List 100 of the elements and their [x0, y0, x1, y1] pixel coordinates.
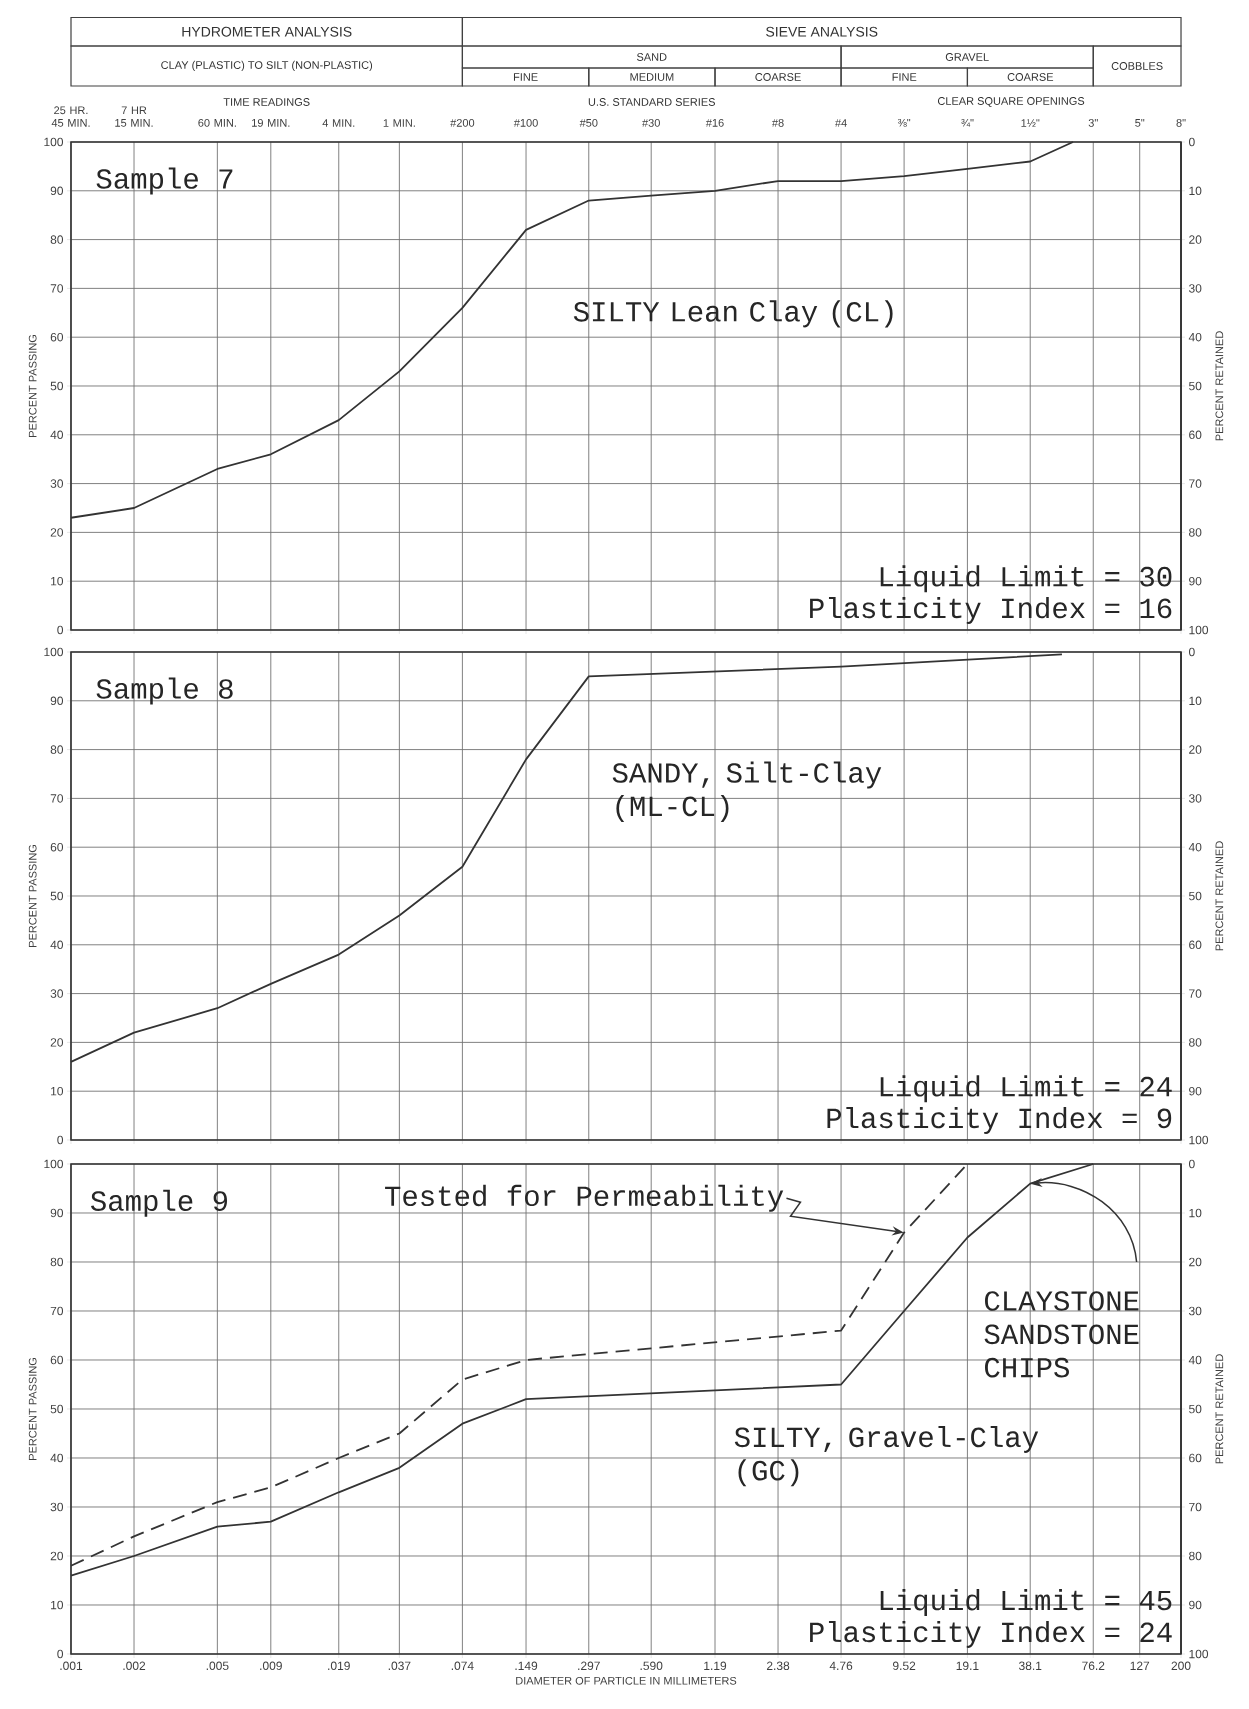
text: 3" [1088, 119, 1098, 127]
x-tick-label: 76.2 [1082, 1661, 1105, 1671]
y-tick-label: 90 [50, 1208, 64, 1218]
y-tick-label: 20 [50, 1038, 64, 1047]
y2-tick-label: 30 [1188, 1306, 1202, 1316]
y2-tick-label: 0 [1188, 1159, 1195, 1169]
y-axis-title: PERCENT PASSING [28, 334, 37, 437]
y-tick-label: 40 [50, 1453, 64, 1463]
text: CLEAR SQUARE OPENINGS [937, 97, 1085, 107]
text: #100 [513, 119, 538, 127]
text: ¾" [961, 118, 974, 127]
text: 25 HR. 45 MIN. [51, 106, 90, 127]
y2-tick-label: 50 [1189, 1404, 1202, 1414]
y2-tick-label: 40 [1188, 332, 1202, 342]
annotation: Tested for Permeability [385, 1184, 784, 1212]
x-tick-label: .297 [578, 1661, 600, 1671]
y-axis-title: PERCENT PASSING [28, 844, 37, 947]
text: #4 [835, 119, 847, 127]
y-tick-label: 20 [50, 1551, 64, 1561]
text: COBBLES [1111, 62, 1163, 70]
text: 7 HR 15 MIN. [115, 106, 153, 127]
y-tick-label: 50 [50, 891, 64, 901]
y-tick-label: 90 [50, 696, 64, 706]
y-axis-title: PERCENT PASSING [28, 1357, 37, 1460]
y2-tick-label: 100 [1189, 1135, 1209, 1145]
y2-axis-title: PERCENT RETAINED [1215, 1354, 1224, 1464]
y-tick-label: 100 [44, 137, 64, 147]
x-tick-label: .037 [388, 1661, 411, 1671]
text: #50 [579, 119, 598, 127]
x-tick-label: .074 [451, 1661, 474, 1671]
annotation: SILTY, Gravel-Clay (GC) [734, 1425, 1039, 1487]
y-tick-label: 70 [50, 794, 64, 803]
annotation: CLAYSTONE SANDSTONE CHIPS [984, 1291, 1139, 1378]
x-tick-label: .019 [328, 1661, 350, 1671]
y2-tick-label: 80 [1189, 1038, 1202, 1047]
text: 19 MIN. [252, 119, 290, 127]
text: U.S. STANDARD SERIES [588, 98, 715, 106]
y2-tick-label: 0 [1188, 647, 1195, 657]
y-tick-label: 80 [50, 745, 64, 754]
text: FINE [513, 73, 538, 81]
y2-tick-label: 70 [1189, 989, 1202, 998]
y2-tick-label: 60 [1189, 1453, 1202, 1463]
x-tick-label: .005 [206, 1661, 229, 1671]
x-tick-label: .590 [640, 1661, 663, 1671]
x-tick-label: 9.52 [892, 1661, 916, 1671]
y2-tick-label: 90 [1189, 1600, 1202, 1610]
x-tick-label: 127 [1130, 1661, 1150, 1670]
annotation: Plasticity Index = 9 [827, 1106, 1172, 1134]
text: 60 MIN. [198, 119, 236, 127]
annotation: Plasticity Index = 24 [810, 1620, 1172, 1648]
y2-tick-label: 30 [1188, 794, 1202, 803]
text: HYDROMETER ANALYSIS [182, 26, 352, 37]
annotation: Sample 9 [90, 1189, 228, 1217]
text: #16 [705, 119, 724, 127]
y-tick-label: 10 [51, 1600, 64, 1610]
x-axis-title: DIAMETER OF PARTICLE IN MILLIMETERS [516, 1676, 737, 1685]
y-tick-label: 90 [50, 186, 64, 196]
x-tick-label: .002 [123, 1661, 146, 1671]
text: CLAY (PLASTIC) TO SILT (NON-PLASTIC) [161, 60, 373, 72]
y-tick-label: 0 [57, 625, 64, 635]
y2-tick-label: 80 [1189, 528, 1202, 537]
text: #200 [450, 119, 475, 127]
text: #30 [642, 119, 660, 127]
y-tick-label: 100 [44, 647, 64, 657]
annotation: SANDY, Silt-Clay (ML-CL) [612, 761, 882, 822]
y-tick-label: 20 [50, 528, 64, 537]
text: TIME READINGS [223, 98, 310, 106]
y2-tick-label: 70 [1189, 479, 1202, 488]
y2-tick-label: 10 [1189, 186, 1202, 196]
x-tick-label: 19.1 [956, 1661, 979, 1671]
text: 8" [1176, 119, 1186, 127]
text: 5" [1135, 119, 1145, 127]
annotation: Liquid Limit = 24 [880, 1075, 1172, 1103]
y-tick-label: 60 [50, 332, 64, 342]
y2-tick-label: 30 [1188, 284, 1202, 293]
y-tick-label: 30 [50, 989, 64, 998]
y-tick-label: 10 [51, 576, 64, 586]
y-tick-label: 50 [50, 1404, 64, 1414]
y-tick-label: 80 [50, 235, 64, 244]
y2-tick-label: 100 [1189, 625, 1209, 635]
text: #8 [771, 119, 784, 127]
y-tick-label: 30 [50, 479, 64, 488]
y2-tick-label: 10 [1189, 1208, 1202, 1218]
y2-tick-label: 40 [1188, 842, 1202, 852]
y-tick-label: 60 [50, 1355, 64, 1365]
y2-tick-label: 20 [1189, 1257, 1202, 1267]
annotation: Liquid Limit = 45 [880, 1589, 1172, 1617]
annotation: SILTY Lean Clay (CL) [573, 300, 893, 328]
text: COARSE [1007, 73, 1054, 81]
y2-tick-label: 10 [1189, 696, 1202, 706]
y2-tick-label: 0 [1188, 137, 1195, 147]
x-tick-label: 38.1 [1019, 1661, 1042, 1671]
x-tick-label: 1.19 [704, 1661, 727, 1671]
annotation: Plasticity Index = 16 [810, 596, 1172, 624]
y2-tick-label: 90 [1189, 1086, 1202, 1096]
text: ⅜" [897, 118, 911, 127]
y-tick-label: 70 [50, 1306, 64, 1316]
x-tick-label: .009 [260, 1661, 282, 1671]
y-tick-label: 80 [50, 1257, 64, 1267]
y-tick-label: 30 [50, 1502, 64, 1512]
